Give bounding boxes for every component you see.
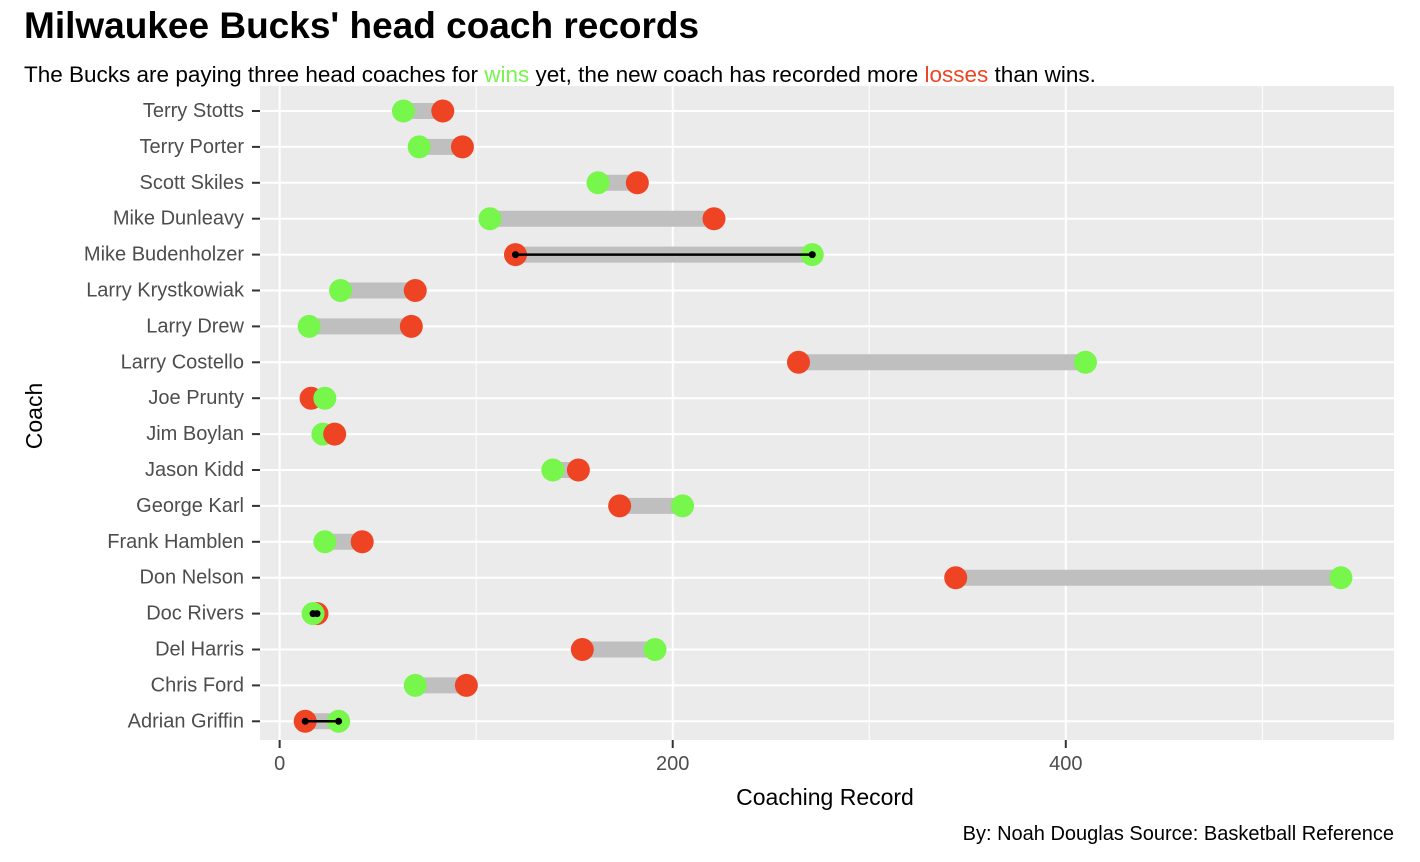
losses-dot: [625, 171, 649, 195]
y-tick-label: Frank Hamblen: [107, 531, 244, 553]
y-tick-label: Mike Budenholzer: [84, 244, 244, 266]
losses-dot: [570, 638, 594, 661]
losses-dot: [403, 279, 427, 302]
highlight-end-dot: [808, 251, 816, 259]
losses-dot: [323, 422, 347, 446]
y-tick-label: Del Harris: [155, 639, 244, 661]
wins-dot: [643, 638, 667, 661]
losses-dot: [454, 673, 478, 697]
subtitle-text-part3: than wins.: [988, 62, 1096, 87]
wins-dot: [407, 135, 431, 159]
wins-dot: [329, 279, 353, 302]
wins-dot: [541, 458, 565, 482]
chart-subtitle: The Bucks are paying three head coaches …: [24, 60, 1096, 90]
wins-dot: [313, 530, 337, 554]
highlight-end-dot: [511, 251, 519, 259]
losses-dot: [566, 458, 590, 482]
dumbbell-dots: [293, 99, 1353, 733]
wins-dot: [671, 494, 695, 518]
x-tick-label: 200: [656, 753, 689, 775]
losses-dot: [787, 350, 811, 374]
chart-caption: By: Noah Douglas Source: Basketball Refe…: [962, 823, 1394, 845]
wins-dot: [1073, 350, 1097, 374]
wins-dot: [391, 99, 415, 123]
y-tick-label: Joe Prunty: [148, 387, 244, 409]
y-tick-label: Doc Rivers: [146, 603, 244, 625]
y-tick-label: Terry Porter: [140, 136, 245, 158]
wins-dot: [1329, 566, 1353, 590]
y-tick-label: Chris Ford: [151, 674, 244, 696]
highlight-end-dot: [309, 610, 317, 618]
y-tick-label: Larry Drew: [146, 315, 244, 337]
y-tick-label: Scott Skiles: [140, 172, 244, 194]
y-axis: Terry Stotts Terry Porter Scott Skiles Mike…: [84, 100, 260, 732]
losses-dot: [944, 566, 968, 590]
highlight-end-dot: [301, 717, 309, 725]
y-tick-label: George Karl: [136, 495, 244, 517]
wins-dot: [403, 673, 427, 697]
highlight-lines: [301, 251, 816, 725]
y-tick-label: Adrian Griffin: [128, 710, 244, 732]
losses-dot: [608, 494, 632, 518]
wins-dot: [478, 207, 502, 231]
losses-dot: [702, 207, 726, 231]
y-tick-label: Mike Dunleavy: [113, 208, 244, 230]
subtitle-wins-word: wins: [484, 62, 530, 87]
chart-title: Milwaukee Bucks' head coach records: [24, 5, 700, 46]
y-tick-label: Larry Krystkowiak: [86, 280, 245, 302]
plot-panel: [260, 86, 1394, 740]
wins-dot: [297, 314, 321, 338]
losses-dot: [450, 135, 474, 159]
y-tick-label: Terry Stotts: [143, 100, 244, 122]
subtitle-text-part1: The Bucks are paying three head coaches …: [24, 62, 485, 87]
losses-dot: [399, 314, 423, 338]
subtitle-losses-word: losses: [924, 62, 989, 87]
losses-dot: [431, 99, 455, 123]
x-axis-title: Coaching Record: [736, 784, 914, 810]
x-tick-label: 400: [1049, 753, 1082, 775]
wins-dot: [586, 171, 610, 195]
y-tick-label: Larry Costello: [121, 351, 244, 373]
y-tick-label: Don Nelson: [139, 567, 244, 589]
wins-dot: [313, 386, 337, 410]
y-tick-label: Jason Kidd: [145, 459, 244, 481]
y-axis-title: Coach: [21, 383, 47, 449]
losses-dot: [350, 530, 374, 554]
x-tick-label: 0: [274, 753, 285, 775]
x-axis: 0 200 400: [274, 740, 1082, 775]
highlight-end-dot: [335, 717, 343, 725]
y-tick-label: Jim Boylan: [146, 423, 244, 445]
subtitle-text-part2: yet, the new coach has recorded more: [529, 62, 925, 87]
